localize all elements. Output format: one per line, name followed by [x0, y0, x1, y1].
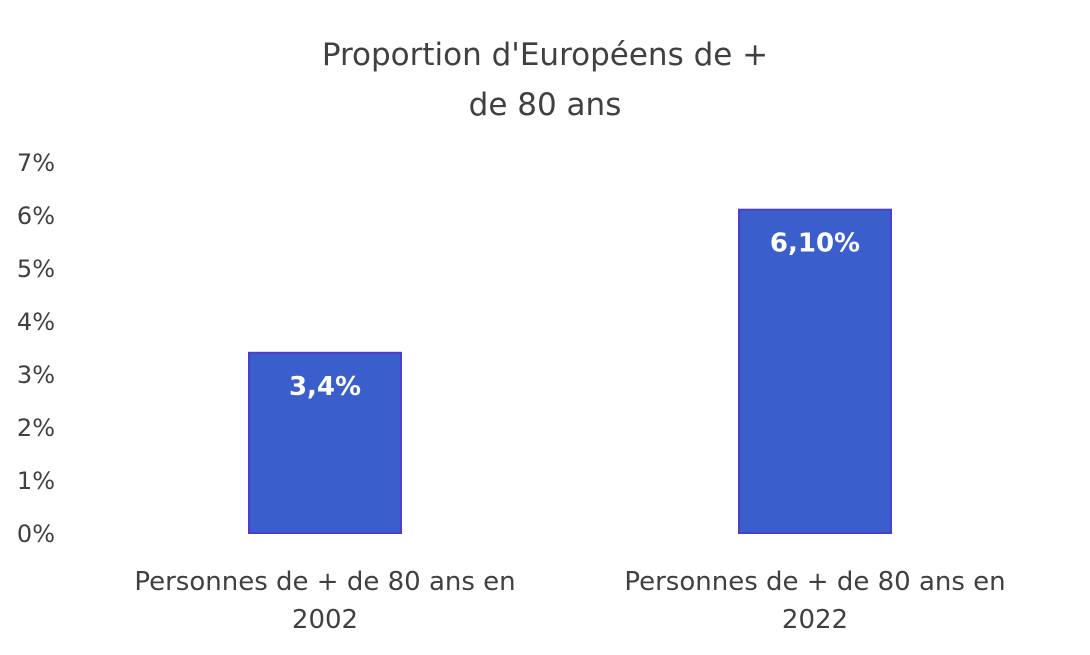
y-tick-label: 3% — [17, 361, 55, 389]
x-category-label: 2002 — [292, 605, 358, 635]
y-tick-label: 5% — [17, 255, 55, 283]
x-axis: Personnes de + de 80 ans en 2002 Personnes… — [134, 567, 1005, 635]
y-tick-label: 6% — [17, 202, 55, 230]
y-tick-label: 1% — [17, 467, 55, 495]
bar — [738, 208, 892, 534]
x-category-label: 2022 — [782, 605, 848, 635]
data-labels: 3,4% 6,10% — [289, 229, 860, 402]
x-category-label: Personnes de + de 80 ans en — [624, 567, 1005, 597]
chart-title: Proportion d'Européens de + de 80 ans — [322, 37, 768, 123]
data-label: 3,4% — [289, 372, 361, 402]
y-axis: 0% 1% 2% 3% 4% 5% 6% 7% — [17, 149, 55, 548]
y-tick-label: 7% — [17, 149, 55, 177]
bars — [248, 208, 892, 534]
chart-title-line: Proportion d'Européens de + — [322, 37, 768, 73]
data-label: 6,10% — [770, 229, 860, 259]
x-category-label: Personnes de + de 80 ans en — [134, 567, 515, 597]
y-tick-label: 0% — [17, 520, 55, 548]
y-tick-label: 4% — [17, 308, 55, 336]
y-tick-label: 2% — [17, 414, 55, 442]
bar — [248, 351, 402, 534]
chart-title-line: de 80 ans — [469, 87, 622, 123]
